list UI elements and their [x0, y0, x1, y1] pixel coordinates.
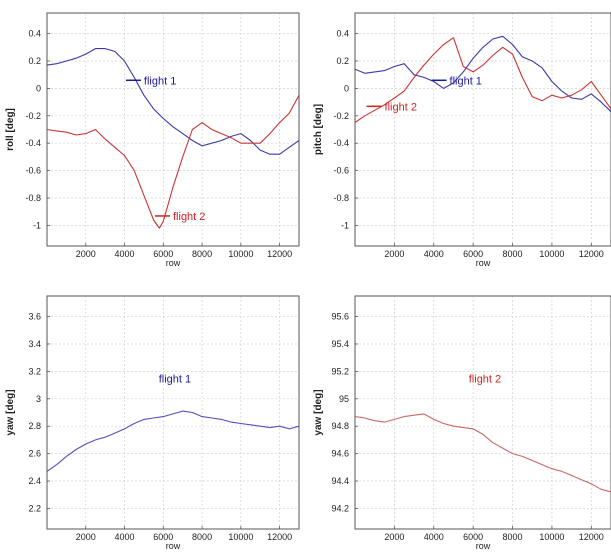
y-tick-label: -0.6 — [25, 166, 41, 176]
series-line-flight-1 — [47, 48, 299, 155]
x-tick-label: 8000 — [192, 532, 212, 542]
x-tick-label: 2000 — [76, 249, 96, 259]
y-tick-label: -0.2 — [25, 111, 41, 121]
y-tick-label: 2.8 — [28, 421, 41, 431]
y-tick-label: 94.2 — [331, 503, 349, 513]
y-tick-label: 94.4 — [331, 476, 349, 486]
plot-area — [354, 295, 611, 530]
y-tick-label: 2.2 — [28, 503, 41, 513]
y-axis-label: yaw [deg] — [5, 389, 16, 435]
x-tick-label: 12000 — [579, 249, 604, 259]
series-line-flight-2 — [355, 37, 611, 124]
series-line-flight-2 — [47, 94, 299, 229]
y-tick-label: 0.2 — [336, 56, 349, 66]
yaw-flight1-panel: 2000 4000 6000 8000 10000 12000 2.2 2.4 2.6 2.8 3 3… — [5, 295, 300, 551]
x-axis-label: row — [166, 541, 181, 551]
y-axis-label: yaw [deg] — [313, 389, 324, 435]
x-axis-label: row — [476, 258, 491, 268]
x-tick-label: 4000 — [115, 532, 135, 542]
x-tick-label: 2000 — [76, 532, 96, 542]
x-tick-label: 4000 — [115, 249, 135, 259]
y-tick-label: -1 — [341, 220, 349, 230]
y-tick-label: 0.4 — [336, 29, 349, 39]
y-tick-label: -0.4 — [25, 138, 41, 148]
y-tick-label: 95 — [339, 394, 349, 404]
y-axis-label: pitch [deg] — [313, 104, 324, 155]
roll-panel: 2000 4000 6000 8000 10000 12000 -1 -0.8 -0.6 -0.4… — [5, 12, 300, 268]
x-tick-label: 10000 — [539, 249, 564, 259]
y-tick-label: 3 — [36, 394, 41, 404]
x-tick-label: 4000 — [424, 249, 444, 259]
series-line-flight-1 — [47, 410, 299, 472]
y-tick-label: 94.8 — [331, 421, 349, 431]
y-tick-label: 0 — [344, 83, 349, 93]
series-line-flight-2 — [355, 413, 611, 493]
annotation-flight-1: flight 1 — [159, 373, 191, 385]
y-tick-label: 95.4 — [331, 339, 349, 349]
y-tick-label: 0.4 — [28, 29, 41, 39]
y-tick-label: 95.6 — [331, 312, 349, 322]
y-tick-label: -0.8 — [25, 193, 41, 203]
plot-frame — [46, 295, 300, 530]
y-tick-label: 0 — [36, 83, 41, 93]
x-tick-label: 10000 — [228, 249, 253, 259]
x-tick-label: 6000 — [463, 249, 483, 259]
x-tick-label: 12000 — [267, 249, 292, 259]
x-tick-label: 6000 — [153, 249, 173, 259]
x-tick-label: 8000 — [503, 249, 523, 259]
y-tick-label: -0.2 — [333, 111, 349, 121]
y-tick-label: -0.4 — [333, 138, 349, 148]
y-tick-label: 2.6 — [28, 449, 41, 459]
yaw-flight2-panel: 2000 4000 6000 8000 10000 12000 94.2 94.4 94.6 94… — [313, 295, 611, 551]
y-tick-label: 3.2 — [28, 366, 41, 376]
y-tick-label: 3.6 — [28, 312, 41, 322]
y-tick-label: 3.4 — [28, 339, 41, 349]
x-tick-label: 2000 — [384, 532, 404, 542]
x-tick-label: 2000 — [384, 249, 404, 259]
y-tick-label: -0.8 — [333, 193, 349, 203]
y-axis-label: roll [deg] — [5, 108, 16, 151]
y-tick-label: 2.4 — [28, 476, 41, 486]
annotation-flight-2: flight 2 — [173, 211, 205, 223]
x-tick-label: 4000 — [424, 532, 444, 542]
x-axis-label: row — [166, 258, 181, 268]
y-tick-label: -0.6 — [333, 166, 349, 176]
x-tick-label: 10000 — [228, 532, 253, 542]
x-tick-label: 10000 — [539, 532, 564, 542]
pitch-panel: 2000 4000 6000 8000 10000 12000 -1 -0.8 -0.6 -0.4… — [313, 12, 611, 268]
y-tick-label: 0.2 — [28, 56, 41, 66]
x-tick-label: 12000 — [267, 532, 292, 542]
plot-frame — [354, 12, 611, 247]
y-tick-label: -1 — [33, 220, 41, 230]
x-tick-label: 6000 — [463, 532, 483, 542]
x-tick-label: 8000 — [503, 532, 523, 542]
plot-frame — [354, 295, 611, 530]
annotation-flight-2: flight 2 — [469, 373, 501, 385]
y-tick-label: 95.2 — [331, 366, 349, 376]
x-tick-label: 6000 — [153, 532, 173, 542]
annotation-flight-2: flight 2 — [385, 101, 417, 113]
plot-area — [46, 295, 300, 530]
annotation-flight-1: flight 1 — [450, 75, 482, 87]
x-tick-label: 8000 — [192, 249, 212, 259]
y-tick-label: 94.6 — [331, 449, 349, 459]
x-tick-label: 12000 — [579, 532, 604, 542]
x-axis-label: row — [476, 541, 491, 551]
annotation-flight-1: flight 1 — [144, 75, 176, 87]
